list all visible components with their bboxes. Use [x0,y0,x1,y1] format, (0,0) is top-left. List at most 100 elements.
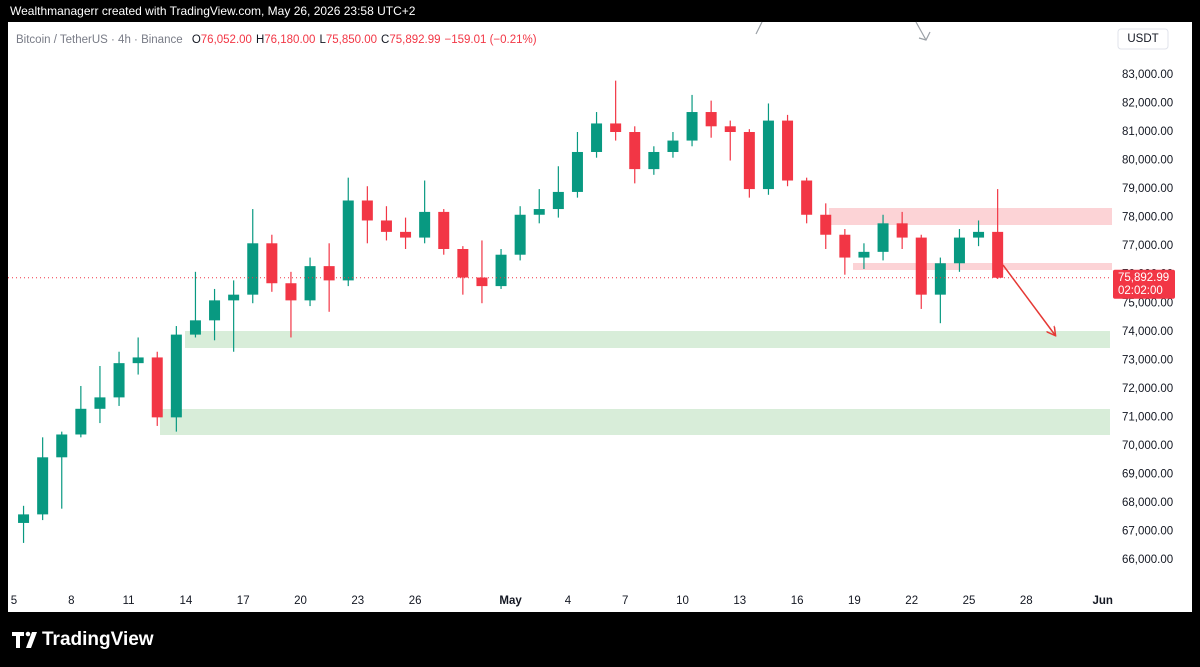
brand-logo [12,631,37,648]
y-tick-label: 67,000.00 [1122,526,1173,538]
last-price-box [1113,269,1175,299]
candle-body [304,266,316,301]
attribution: Wealthmanagerr created with TradingView.… [10,4,416,18]
candle-body [839,234,851,258]
candle-body [132,357,144,364]
x-tick-label: 7 [622,595,628,607]
y-tick-label: 66,000.00 [1122,554,1173,566]
x-tick-label: 19 [848,595,861,607]
projection-arrow [1002,264,1055,335]
x-tick-label: 26 [409,595,422,607]
legend-change: −159.01 (−0.21%) [445,34,537,46]
candle-body [533,209,545,215]
candle-body [266,243,278,284]
candle-body [973,231,985,238]
candle-body [189,320,201,335]
candle-body [992,231,1004,278]
zones [160,208,1112,435]
candle-body [323,266,335,281]
resistance-zone [829,208,1112,225]
legend-key: L [319,34,326,46]
x-tick-label: 28 [1020,595,1033,607]
x-tick-label: 8 [68,595,74,607]
candle-body [18,514,30,523]
y-tick-label: 68,000.00 [1122,497,1173,509]
legend-key: C [381,34,389,46]
y-tick-label: 70,000.00 [1122,440,1173,452]
candle-body [361,200,373,221]
candle-body [75,408,87,435]
candle-body [667,140,679,152]
candle-body [648,151,660,170]
x-tick-label: 11 [123,595,135,607]
legend-value: 76,052.00 [201,34,252,46]
x-tick-label: 20 [294,595,307,607]
y-tick-label: 77,000.00 [1122,240,1173,252]
candle-body [724,126,736,133]
y-tick-label: 72,000.00 [1122,383,1173,395]
candle-body [820,214,832,235]
candle-body [552,191,564,210]
x-tick-label: 5 [11,595,17,607]
x-tick-label: 14 [180,595,193,607]
legend-key: O [192,34,201,46]
y-tick-label: 80,000.00 [1122,155,1173,167]
y-tick-label: 79,000.00 [1122,183,1173,195]
legend: Bitcoin / TetherUS · 4h · Binance O76,05… [16,34,537,46]
candle-body [438,211,450,250]
candle-body [896,223,908,238]
candle-body [591,123,603,152]
chart-area [8,22,1192,612]
legend-value: 75,850.00 [326,34,377,46]
candle-body [113,363,125,398]
candle-body [610,123,622,133]
currency-button[interactable] [1117,28,1169,50]
resistance-zone [853,263,1112,270]
x-tick-label: 17 [237,595,250,607]
candle-body [228,294,240,301]
y-tick-label: 81,000.00 [1122,126,1173,138]
candle-body [514,214,526,255]
x-tick-label: 10 [676,595,689,607]
x-tick-label: 13 [733,595,746,607]
candle-body [170,334,182,418]
drawing-fragment [915,21,931,41]
candle-body [934,263,946,295]
y-tick-label: 73,000.00 [1122,354,1173,366]
candles [18,80,1004,543]
candle-body [686,112,698,141]
candle-body [419,211,431,238]
legend-value: 76,180.00 [264,34,315,46]
brand: TradingView [42,629,154,650]
candle-body [877,223,889,252]
x-tick-label: 4 [565,595,572,607]
candle-body [571,151,583,192]
candle-body [743,132,755,190]
candle-body [801,180,813,215]
countdown: 02:02:00 [1118,285,1163,297]
last-price-label: 75,892.99 [1118,272,1169,284]
currency[interactable]: USDT [1127,33,1158,45]
candle-body [37,457,49,515]
y-tick-label: 74,000.00 [1122,326,1173,338]
candle-body [457,249,469,278]
candle-body [915,237,927,295]
candle-body [476,277,488,287]
support-zone [185,331,1110,348]
candle-body [762,120,774,190]
candle-body [380,220,392,232]
y-tick-label: 69,000.00 [1122,468,1173,480]
drawing-fragment [755,21,763,35]
candle-body [953,237,965,264]
x-tick-label: 22 [905,595,918,607]
candle-body [285,283,297,301]
y-tick-label: 75,000.00 [1122,297,1173,309]
support-zone [160,409,1110,435]
y-tick-label: 78,000.00 [1122,212,1173,224]
candle-body [94,397,106,409]
y-tick-label: 82,000.00 [1122,98,1173,110]
candle-body [705,112,717,127]
legend-value: 75,892.99 [389,34,440,46]
x-tick-label: Jun [1092,595,1112,607]
